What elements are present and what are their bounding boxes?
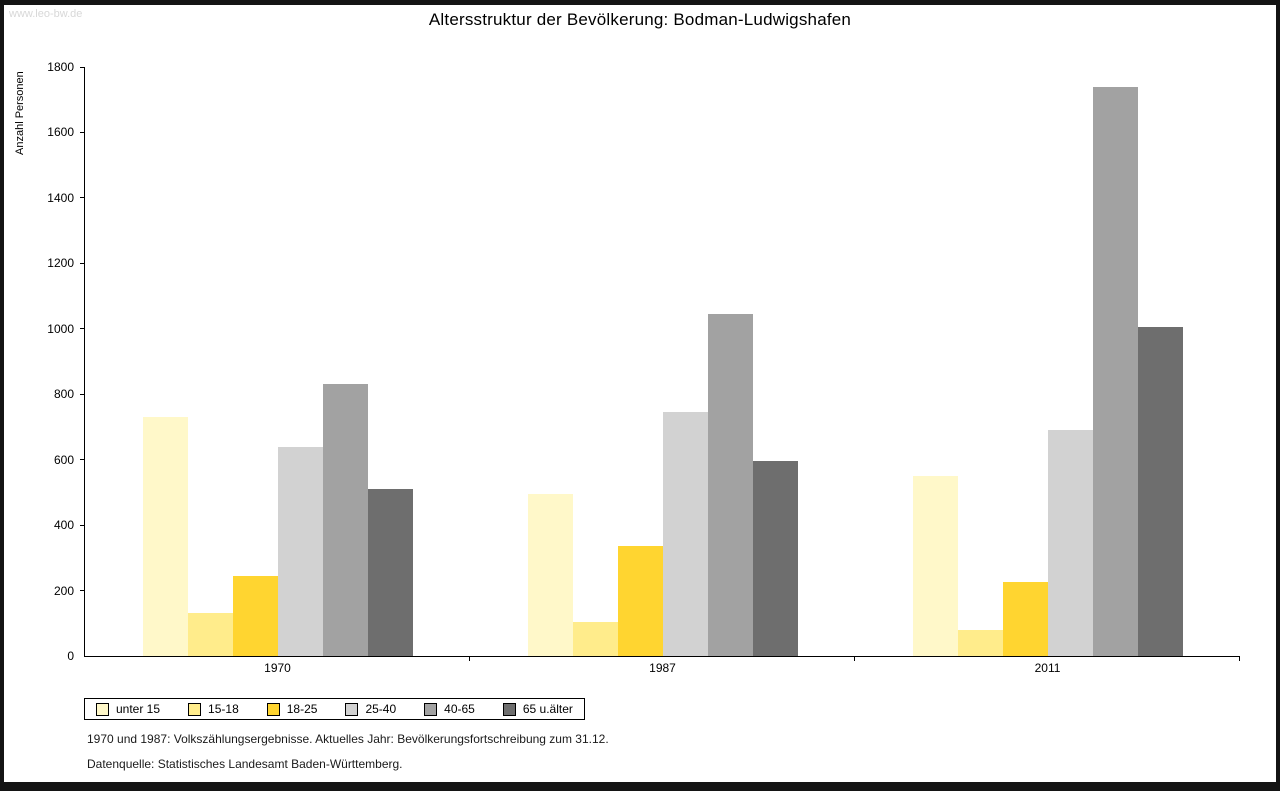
- bar: [662, 412, 708, 656]
- y-tick-mark: [80, 393, 85, 395]
- legend-label: 15-18: [208, 702, 239, 716]
- legend-item: 65 u.älter: [502, 702, 573, 716]
- legend-item: 18-25: [266, 702, 318, 716]
- legend-label: unter 15: [116, 702, 161, 716]
- x-axis-label: 2011: [1034, 661, 1061, 675]
- bar: [142, 417, 188, 656]
- y-tick-label: 800: [53, 387, 74, 402]
- y-tick-label: 0: [67, 649, 74, 663]
- legend-label: 18-25: [286, 702, 318, 716]
- x-tick-mark: [854, 656, 855, 661]
- x-axis-label: 1987: [649, 661, 676, 675]
- bar: [277, 446, 323, 656]
- x-tick-mark: [1239, 656, 1240, 661]
- bar: [187, 613, 233, 656]
- bar-group: [142, 384, 413, 656]
- legend-swatch: [96, 702, 109, 716]
- y-tick-mark: [80, 131, 85, 133]
- legend: unter 15 15-18 18-25 25-40 40-65 65 u.älter: [84, 698, 585, 720]
- legend-swatch: [502, 702, 516, 716]
- bar: [1002, 582, 1048, 656]
- y-tick-label: 1400: [47, 190, 74, 205]
- y-tick-label: 400: [53, 518, 74, 533]
- y-tick-label: 1600: [47, 125, 74, 140]
- legend-item: 15-18: [188, 702, 239, 716]
- y-axis-label: Anzahl Personen: [14, 71, 26, 155]
- legend-swatch: [345, 702, 359, 716]
- y-tick-mark: [80, 328, 85, 330]
- y-tick-mark: [80, 197, 85, 199]
- chart-title: Altersstruktur der Bevölkerung: Bodman-L…: [428, 10, 852, 29]
- legend-item: 40-65: [424, 702, 475, 716]
- bar: [572, 621, 618, 656]
- y-tick-label: 1800: [47, 60, 74, 74]
- bar: [367, 489, 413, 656]
- y-tick-mark: [80, 459, 85, 461]
- bar: [912, 476, 958, 656]
- y-tick-label: 600: [53, 452, 74, 467]
- bar: [752, 461, 798, 656]
- y-tick-label: 1000: [47, 321, 74, 336]
- y-tick-mark: [80, 66, 85, 68]
- legend-label: 40-65: [444, 702, 475, 716]
- legend-label: 65 u.älter: [522, 702, 573, 716]
- bar: [1137, 327, 1183, 656]
- bar: [527, 494, 573, 656]
- legend-label: 25-40: [365, 702, 397, 716]
- y-tick-mark: [80, 524, 85, 526]
- bar: [957, 629, 1003, 656]
- footnote-2: Datenquelle: Statistisches Landesamt Bad…: [87, 757, 403, 771]
- bar: [322, 384, 368, 656]
- legend-swatch: [188, 702, 202, 716]
- bar: [232, 575, 278, 656]
- legend-swatch: [266, 702, 280, 716]
- bar: [707, 314, 753, 656]
- y-tick-label: 1200: [47, 256, 74, 271]
- legend-item: 25-40: [345, 702, 396, 716]
- x-axis-label: 1970: [264, 661, 291, 675]
- footnote-1: 1970 und 1987: Volkszählungsergebnisse. …: [87, 732, 609, 746]
- y-tick-mark: [80, 262, 85, 264]
- legend-item: unter 15: [96, 702, 160, 716]
- watermark: www.leo-bw.de: [9, 8, 83, 20]
- legend-swatch: [424, 702, 438, 716]
- y-tick-label: 200: [53, 583, 74, 598]
- y-tick-mark: [80, 590, 85, 592]
- bar: [617, 546, 663, 656]
- x-tick-mark: [469, 656, 470, 661]
- bar: [1047, 430, 1093, 656]
- plot-area: 0 200 400 600 800 1000 1200 1400 1600 1800 1970 198…: [47, 61, 1240, 675]
- bar-group: [527, 314, 798, 656]
- bar: [1092, 86, 1138, 656]
- bar-group: [912, 86, 1183, 656]
